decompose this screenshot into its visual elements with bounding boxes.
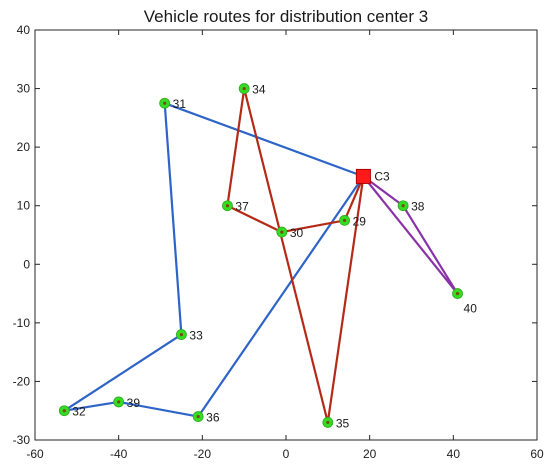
- node-label-36: 36: [206, 411, 220, 425]
- node-label-39: 39: [127, 396, 141, 410]
- node-label-33: 33: [189, 329, 203, 343]
- customer-node-center-30: [280, 230, 284, 234]
- customer-node-center-36: [196, 414, 200, 419]
- x-axis-tick-labels: -60 -40 -20 0 20 40 60: [26, 447, 544, 461]
- node-labels: 31 34 37 30 29 38 40 33 32 39 36 35 C3: [72, 83, 477, 431]
- x-tick-label: 20: [363, 447, 377, 461]
- node-label-35: 35: [336, 416, 350, 430]
- chart-title: Vehicle routes for distribution center 3: [144, 7, 428, 26]
- y-tick-label: 30: [17, 82, 31, 96]
- customer-node-center-31: [163, 101, 167, 105]
- customer-node-center-38: [401, 204, 405, 208]
- x-tick-label: -20: [194, 447, 212, 461]
- node-label-40: 40: [464, 302, 478, 316]
- depot-label: C3: [374, 169, 390, 183]
- node-label-30: 30: [290, 226, 304, 240]
- node-label-34: 34: [252, 83, 266, 97]
- y-tick-label: 40: [17, 23, 31, 37]
- y-tick-label: 0: [23, 257, 30, 271]
- y-axis-tick-labels: -30 -20 -10 0 10 20 30 40: [13, 23, 31, 447]
- node-label-31: 31: [173, 97, 187, 111]
- y-tick-label: -30: [13, 433, 31, 447]
- x-tick-label: 0: [283, 447, 290, 461]
- customer-node-center-34: [242, 86, 246, 91]
- node-label-38: 38: [411, 200, 425, 214]
- customer-node-center-29: [342, 218, 347, 222]
- customer-node-center-39: [117, 400, 121, 404]
- depot-marker-group: [355, 168, 371, 184]
- customer-node-center-40: [455, 291, 460, 296]
- x-tick-label: 60: [530, 447, 544, 461]
- y-tick-label: 20: [17, 140, 31, 154]
- customer-node-center-32: [62, 409, 66, 413]
- y-tick-label: 10: [17, 199, 31, 213]
- y-tick-label: -20: [13, 374, 31, 388]
- customer-node-center-33: [179, 332, 184, 337]
- node-label-37: 37: [235, 200, 249, 214]
- x-tick-label: 40: [447, 447, 461, 461]
- x-tick-label: -60: [26, 447, 44, 461]
- node-label-32: 32: [72, 405, 86, 419]
- node-label-29: 29: [353, 214, 367, 228]
- x-tick-label: -40: [110, 447, 128, 461]
- customer-node-center-35: [326, 420, 330, 425]
- customer-node-center-37: [225, 204, 230, 208]
- axis-ticks: [34, 29, 538, 441]
- depot-marker: [355, 168, 371, 184]
- y-tick-label: -10: [13, 316, 31, 330]
- route-line-3: [362, 175, 459, 295]
- customer-nodes: [58, 83, 463, 428]
